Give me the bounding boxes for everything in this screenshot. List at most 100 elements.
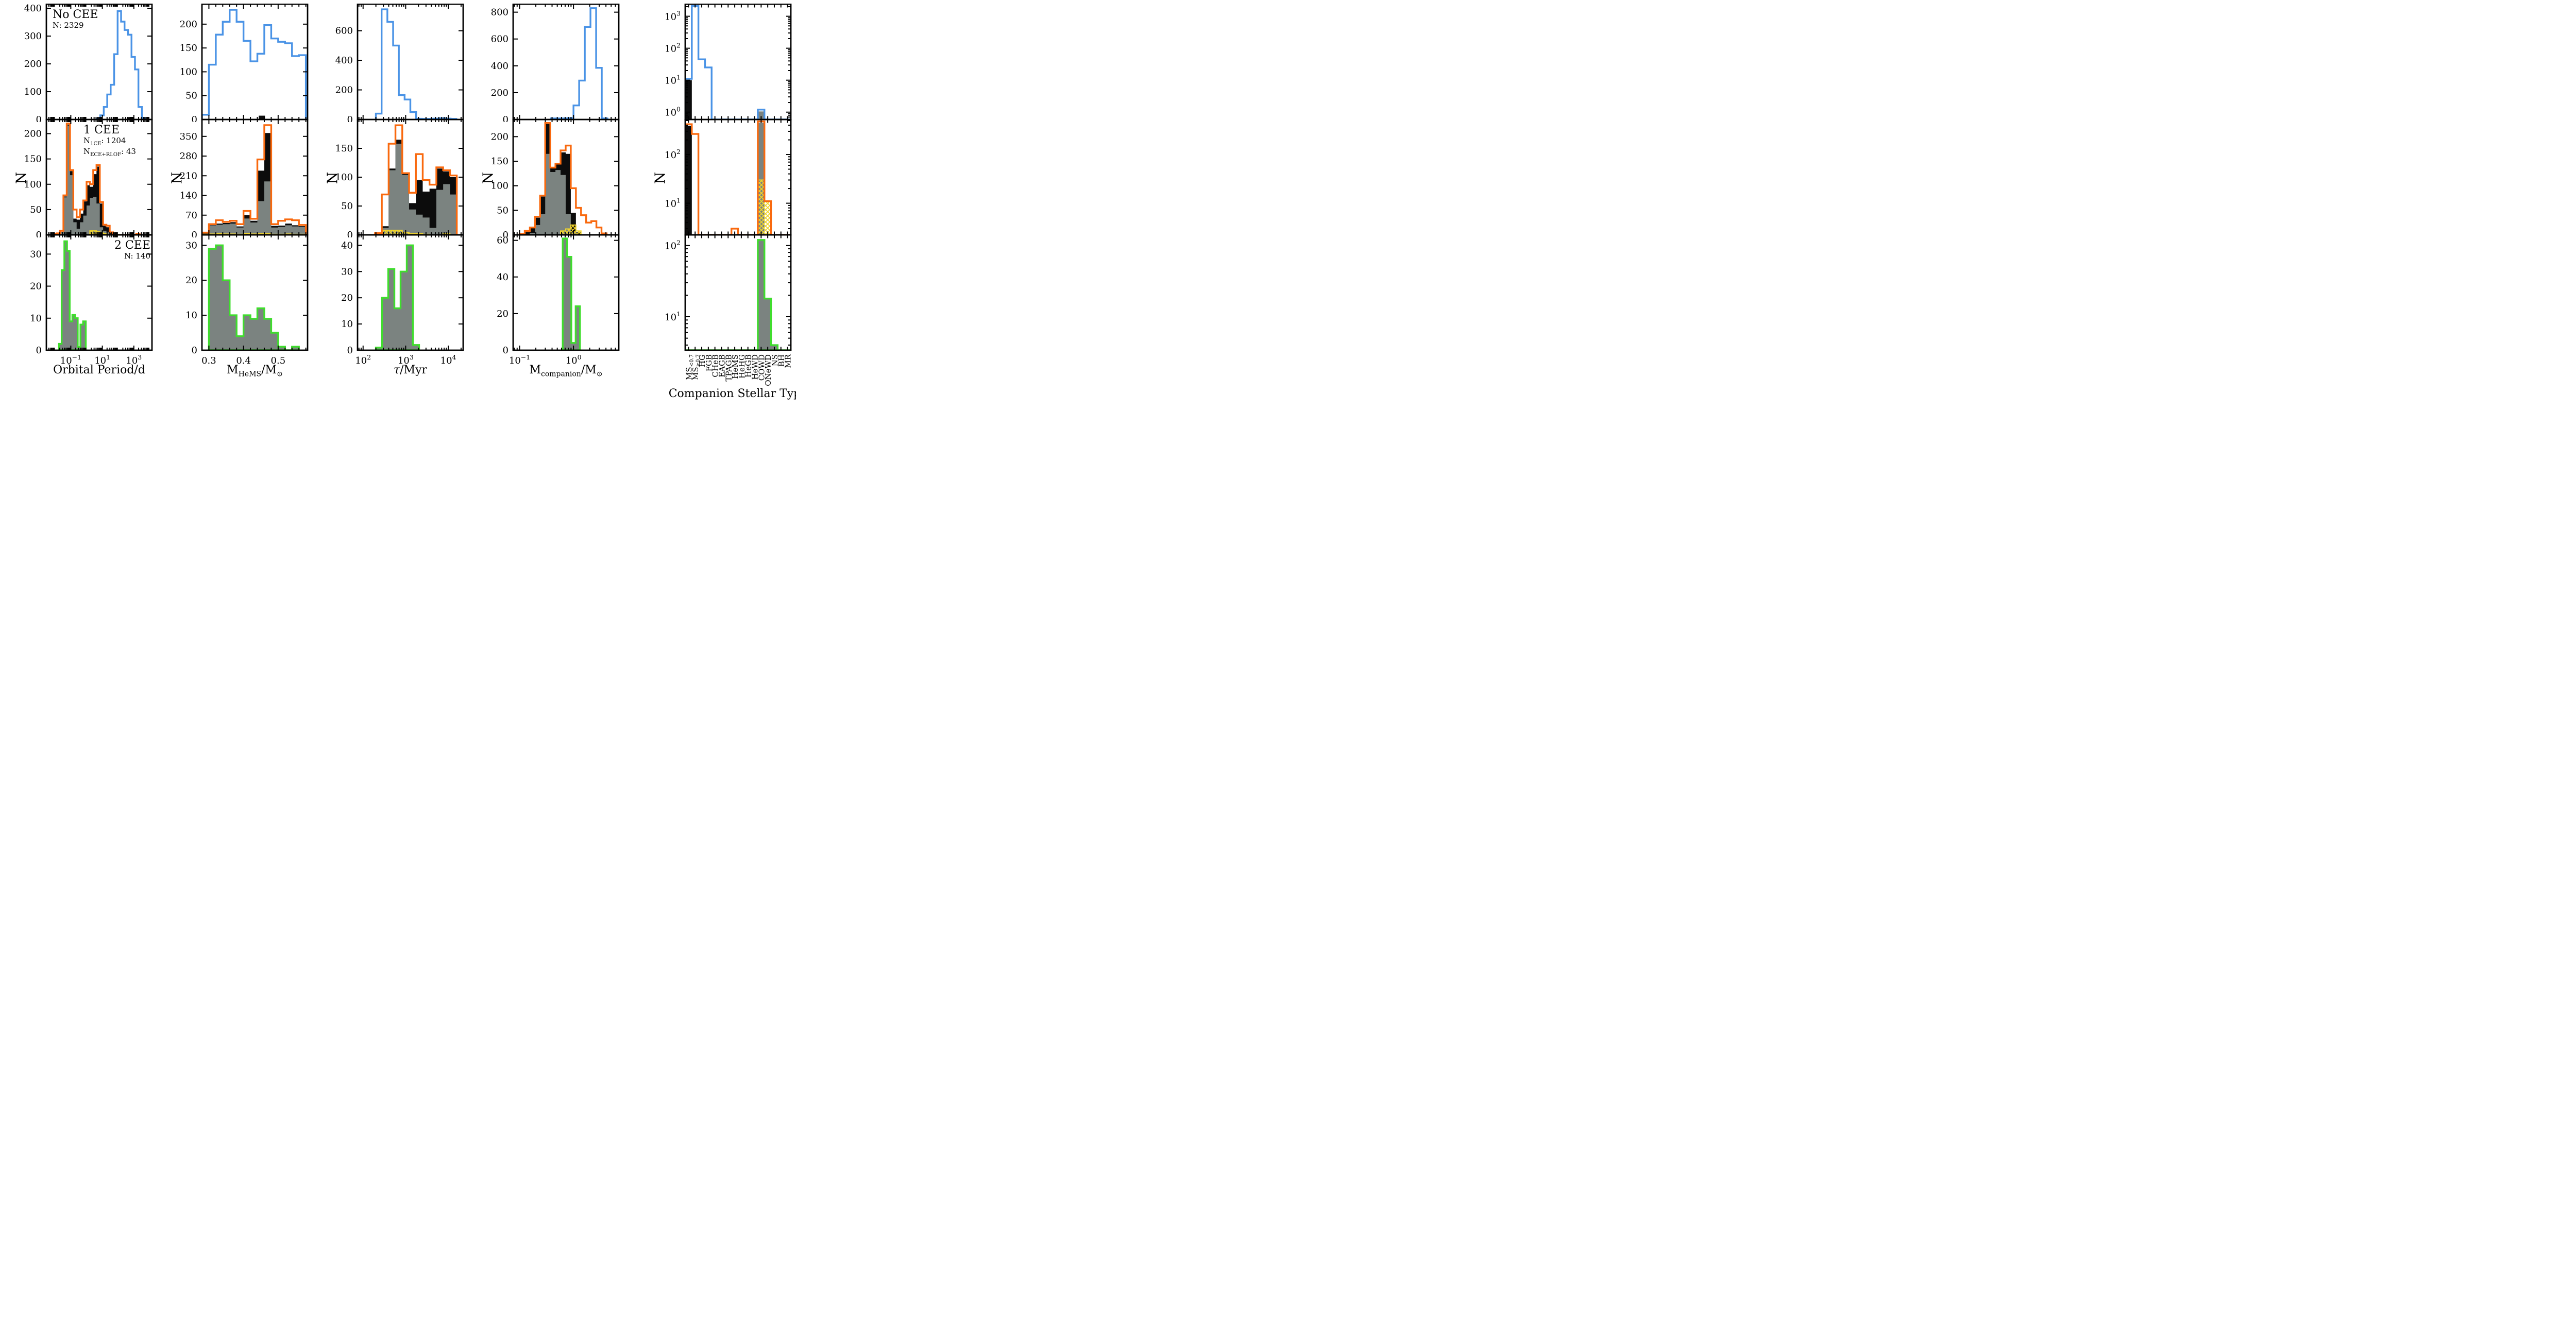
annotation-no-cee-title: No CEE: [53, 8, 98, 21]
svg-text:0: 0: [36, 230, 42, 237]
svg-text:150: 150: [24, 154, 42, 165]
panel-col5-row3: 101 102 MS<0.7 MS≥0.7 HG FGB CHeB EAGB TPAGB HeMS…: [650, 234, 794, 406]
series-gray-green-outline: [685, 239, 791, 350]
plot-area: [518, 122, 608, 235]
x-tick-labels: 10−1 101 103: [60, 353, 142, 366]
series-gray-green-outline: [562, 237, 581, 350]
series-black: [259, 115, 265, 119]
y-axis-label-col3: N: [325, 172, 341, 184]
series-orange-outline: [53, 123, 141, 235]
panel-col4-row1: 0 200 400 600 800: [478, 3, 622, 125]
svg-text:20: 20: [497, 308, 509, 319]
panel-col4-row2: 0 50 100 150 200: [478, 118, 622, 241]
y-tick-labels: 0 20 40 60: [497, 235, 509, 356]
svg-text:COWD: COWD: [757, 354, 766, 381]
plot-area: [202, 124, 307, 235]
svg-text:200: 200: [24, 59, 42, 70]
svg-text:10: 10: [341, 319, 353, 330]
svg-text:0: 0: [192, 230, 197, 237]
panel-frame: [45, 234, 153, 351]
panel-col2-row1: 0 50 100 150 200: [167, 3, 311, 125]
histogram-canvas-c3-r1: 0 200 400 600: [335, 3, 464, 125]
plot-area: [550, 7, 608, 119]
plot-area: [375, 8, 457, 119]
axis-ticks: [202, 119, 308, 235]
svg-text:100: 100: [335, 172, 353, 183]
svg-text:150: 150: [491, 156, 509, 167]
histogram-canvas-c3-r2: 0 50 100 150: [335, 118, 464, 241]
plot-area: [375, 244, 420, 350]
y-tick-labels: 0 10 20 30: [185, 240, 197, 356]
panel-col2-row2: 0 70 140 210 280 350: [167, 118, 311, 241]
x-tick-labels: 10−1 100: [509, 353, 582, 366]
y-tick-labels: 101 102: [665, 148, 681, 210]
svg-text:150: 150: [180, 43, 197, 54]
svg-text:HG: HG: [698, 354, 707, 367]
svg-text:TPAGB: TPAGB: [724, 354, 733, 382]
svg-text:50: 50: [497, 205, 509, 216]
svg-text:20: 20: [341, 293, 353, 303]
svg-text:0.3: 0.3: [201, 355, 216, 366]
annotation-1-cee: 1 CEE N1CE: 1204 NECE+RLOF: 43: [83, 124, 136, 158]
svg-text:101: 101: [665, 74, 681, 87]
svg-text:101: 101: [665, 310, 681, 323]
histogram-canvas-c4-r1: 0 200 400 600 800: [491, 3, 620, 125]
svg-text:100: 100: [665, 106, 681, 118]
svg-text:103: 103: [126, 353, 142, 366]
svg-text:140: 140: [180, 191, 197, 201]
svg-text:150: 150: [335, 143, 353, 154]
x-axis-label-companion-type: Companion Stellar Type: [668, 387, 796, 400]
svg-text:400: 400: [491, 61, 509, 72]
series-gray: [202, 181, 306, 235]
panel-col1-row3: 0 10 20 30 10−1 101 103: [11, 234, 155, 406]
series-blue-outline: [685, 5, 791, 119]
svg-text:600: 600: [335, 26, 353, 37]
series-gray-green-outline: [375, 244, 420, 350]
x-axis-label-tau: τ/Myr: [393, 364, 428, 376]
y-axis-label-col2: N: [169, 172, 185, 184]
svg-text:HeHG: HeHG: [737, 354, 747, 379]
plot-area: [58, 240, 87, 350]
y-tick-labels: 0 200 400 600: [335, 26, 353, 125]
svg-text:30: 30: [185, 240, 197, 251]
svg-text:MS≥0.7: MS≥0.7: [691, 354, 701, 380]
panel-frame: [512, 3, 620, 121]
svg-text:400: 400: [335, 55, 353, 66]
svg-text:103: 103: [398, 353, 414, 366]
panel-frame: [512, 234, 620, 351]
svg-text:30: 30: [30, 249, 42, 260]
panel-frame: [201, 234, 309, 351]
svg-text:101: 101: [94, 353, 110, 366]
panel-col4-row3: 0 20 40 60 10−1 100: [478, 234, 622, 406]
svg-text:300: 300: [24, 31, 42, 42]
plot-area: [685, 120, 791, 235]
x-tick-labels: 102 103 104: [355, 353, 456, 366]
histogram-canvas-c2-r2: 0 70 140 210 280 350: [180, 118, 309, 241]
annotation-no-cee: No CEE N: 2329: [53, 8, 98, 30]
svg-text:NS: NS: [770, 354, 779, 366]
svg-text:103: 103: [665, 10, 681, 23]
svg-text:101: 101: [665, 197, 681, 210]
y-tick-labels: 0 50 100 150: [335, 143, 353, 241]
panel-frame: [684, 234, 792, 351]
y-axis-label-col4: N: [480, 172, 497, 184]
svg-text:102: 102: [665, 42, 681, 55]
svg-text:800: 800: [491, 7, 509, 18]
y-tick-labels: 0 10 20 30: [30, 249, 42, 356]
svg-text:EAGB: EAGB: [717, 354, 726, 378]
histogram-canvas-c3-r3: 0 10 20 30 40 102 103 104: [341, 234, 464, 366]
svg-text:100: 100: [24, 87, 42, 97]
histogram-canvas-c4-r2: 0 50 100 150 200: [491, 118, 620, 241]
series-gray: [375, 144, 457, 235]
svg-text:100: 100: [180, 66, 197, 77]
series-gray-green-outline: [208, 244, 300, 350]
panel-frame: [684, 118, 792, 236]
panel-col3-row3: 0 10 20 30 40 102 103 104: [323, 234, 466, 406]
svg-text:0: 0: [192, 345, 197, 356]
series-yellow-hatch: [519, 224, 607, 235]
histogram-canvas-c5-r2: 101 102: [665, 118, 792, 236]
svg-text:50: 50: [341, 201, 353, 212]
axis-ticks: [513, 4, 619, 119]
series-blue-outline: [550, 7, 608, 119]
histogram-canvas-c4-r3: 0 20 40 60 10−1 100: [497, 234, 620, 366]
